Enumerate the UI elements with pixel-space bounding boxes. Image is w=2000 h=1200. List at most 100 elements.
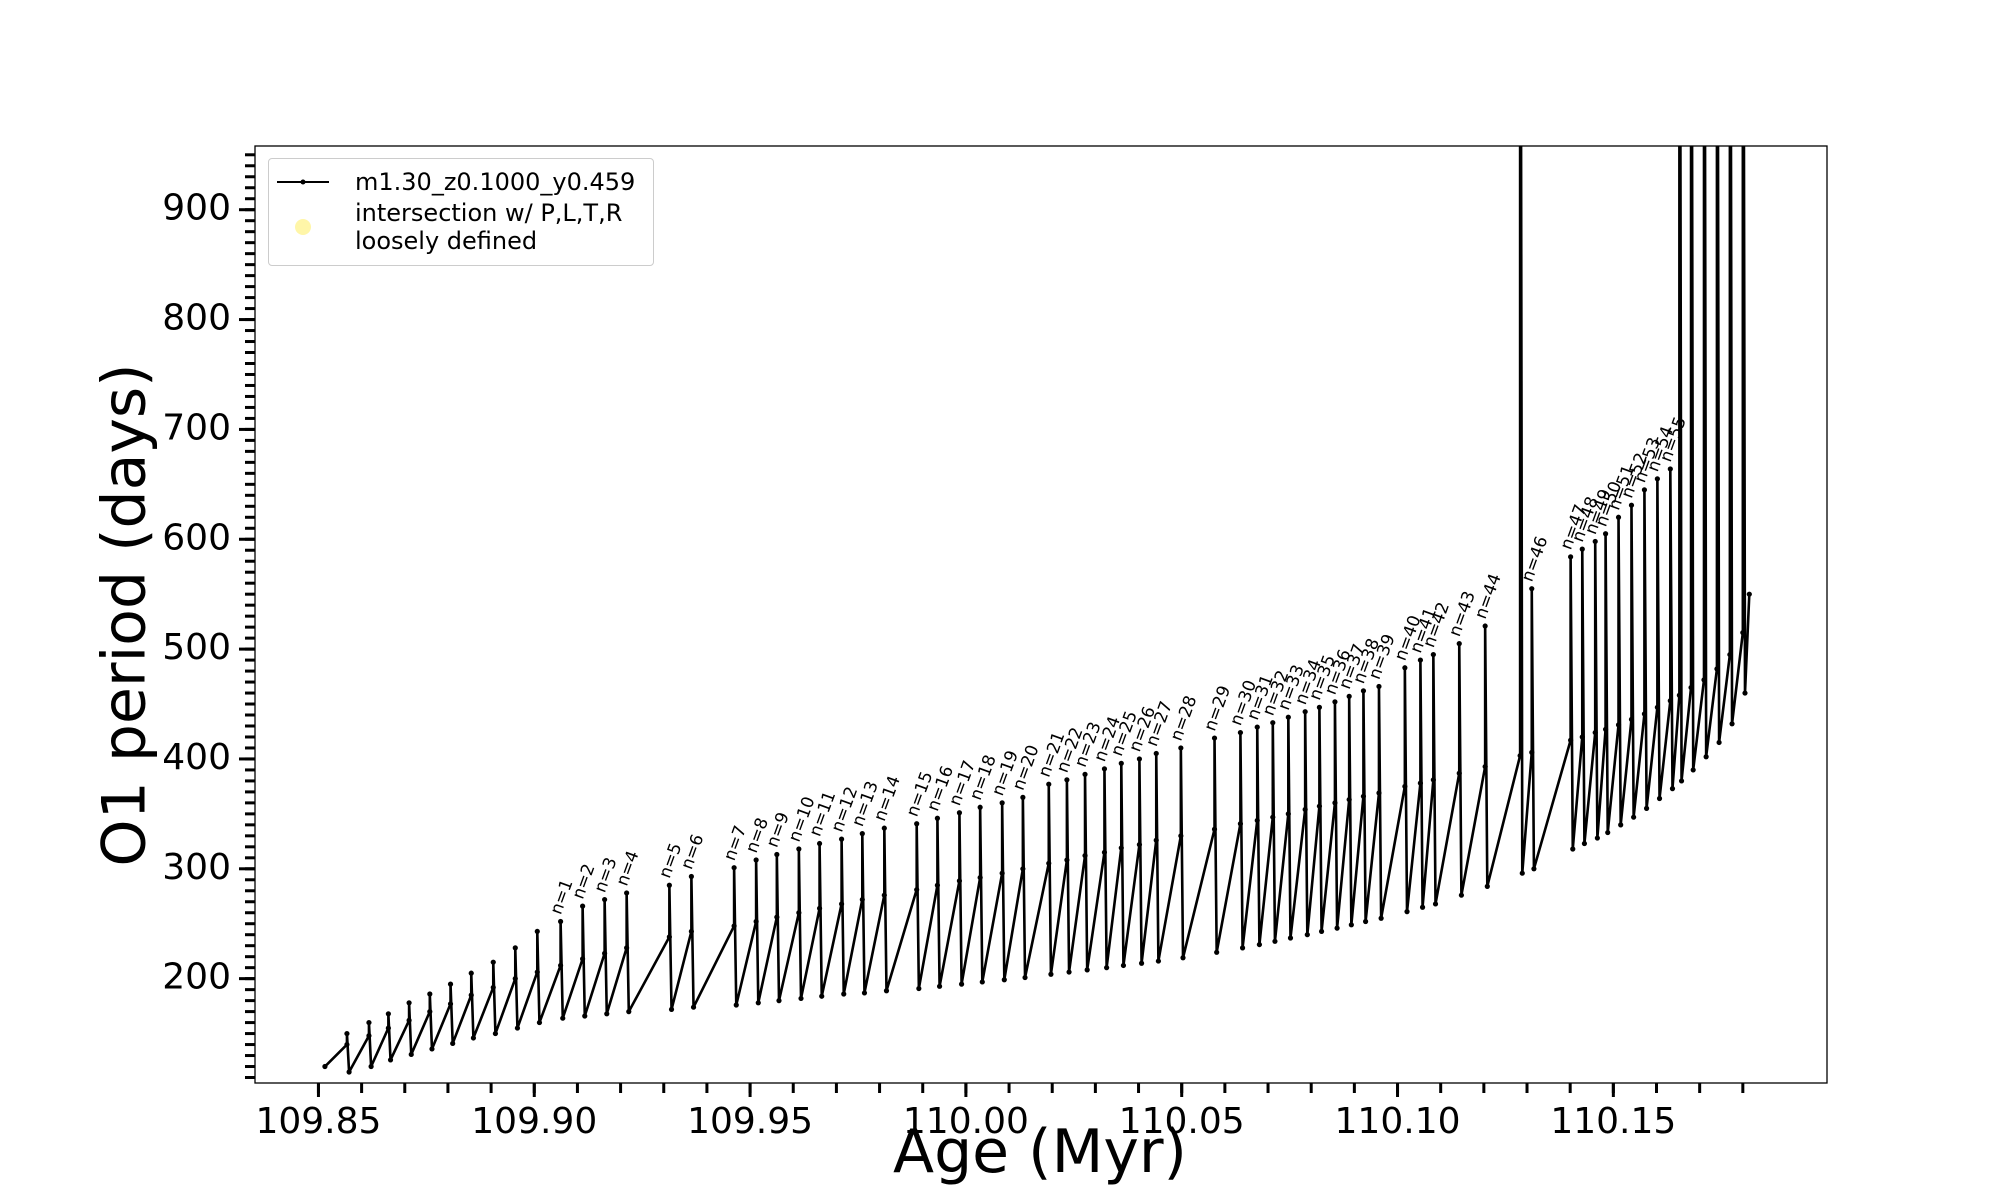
series-point	[1615, 514, 1622, 520]
series-point	[1302, 709, 1308, 715]
series-point	[582, 1013, 588, 1019]
series-point	[1270, 720, 1276, 726]
series-point	[1302, 806, 1308, 813]
series-point	[666, 934, 672, 940]
series-point	[999, 870, 1005, 876]
y-tick-label: 700	[162, 407, 231, 448]
series-point	[1579, 546, 1585, 552]
series-point	[977, 804, 983, 810]
series-point	[1402, 665, 1408, 671]
series-point	[1084, 967, 1090, 973]
x-tick-label: 110.00	[903, 1101, 1029, 1142]
series-point	[1727, 651, 1733, 658]
series-point	[1178, 833, 1184, 839]
series-point	[1020, 794, 1026, 800]
series-point	[958, 981, 965, 987]
series-point	[1316, 704, 1323, 710]
series-point	[1287, 935, 1294, 941]
series-point	[1568, 554, 1574, 560]
series-point	[1360, 793, 1367, 799]
series-point	[753, 857, 759, 863]
series-point	[322, 1063, 328, 1070]
series-point	[1046, 781, 1052, 787]
series-point	[1688, 684, 1694, 691]
series-point	[666, 882, 672, 888]
series-point	[956, 810, 963, 816]
series-point	[1272, 938, 1278, 944]
series-point	[385, 1011, 391, 1017]
series-point	[1082, 853, 1088, 859]
series-point	[1602, 531, 1609, 537]
series-point	[406, 1017, 412, 1023]
series-point	[602, 896, 608, 903]
series-point	[1318, 928, 1325, 935]
series-point	[798, 995, 804, 1002]
series-point	[1618, 822, 1624, 828]
series-point	[1615, 722, 1622, 728]
series-point	[1667, 698, 1673, 704]
series-point	[1484, 883, 1490, 889]
series-point	[1458, 892, 1465, 898]
series-point	[514, 1025, 521, 1031]
series-point	[344, 1041, 350, 1048]
series-point	[1020, 866, 1026, 872]
series-point	[690, 1004, 697, 1010]
series-point	[1729, 721, 1735, 727]
series-point	[977, 874, 983, 881]
series-point	[624, 945, 630, 951]
series-point	[1104, 965, 1110, 971]
series-point	[881, 825, 887, 831]
legend-entry: intersection w/ P,L,T,R loosely defined	[269, 199, 653, 255]
series-point	[979, 979, 985, 985]
series-point	[387, 1057, 394, 1063]
series-point	[1118, 845, 1124, 851]
y-tick-label: 400	[162, 737, 231, 778]
series-point	[774, 914, 780, 920]
series-point	[408, 1051, 414, 1058]
series-point	[624, 890, 630, 896]
series-point	[1346, 796, 1352, 803]
series-point	[914, 821, 920, 827]
series-point	[1180, 955, 1186, 961]
series-point	[883, 988, 890, 994]
series-point	[1237, 821, 1244, 827]
series-point	[859, 896, 865, 903]
annotation: n=6	[677, 832, 708, 873]
legend-label: m1.30_z0.1000_y0.459	[355, 168, 636, 196]
series-point	[1178, 745, 1184, 751]
series-point	[1376, 790, 1382, 796]
series-point	[1256, 941, 1263, 948]
series-point	[1654, 476, 1660, 482]
series-point	[1048, 971, 1054, 977]
series-point	[796, 846, 802, 852]
series-point	[1136, 756, 1143, 762]
series-point	[1402, 783, 1408, 790]
series-point	[1456, 770, 1462, 776]
series-point	[1529, 586, 1535, 592]
series-point	[1742, 690, 1748, 696]
series-point	[1676, 692, 1682, 698]
series-point	[1568, 737, 1574, 743]
series-point	[916, 985, 922, 992]
series-point	[1254, 724, 1260, 730]
series-point	[1417, 657, 1424, 663]
series-point	[1376, 683, 1382, 690]
series-point	[1101, 766, 1108, 772]
series-point	[557, 918, 564, 925]
series-point	[536, 1019, 543, 1026]
series-point	[776, 998, 782, 1004]
y-tick-label: 500	[162, 627, 231, 668]
series-point	[1378, 915, 1384, 921]
series-point	[753, 918, 759, 925]
series-point	[1138, 960, 1145, 966]
series-point	[534, 928, 540, 935]
series-point	[427, 991, 433, 997]
series-point	[1404, 909, 1410, 915]
series-point	[557, 962, 564, 969]
series-point	[819, 993, 825, 999]
series-point	[1136, 842, 1143, 848]
series-point	[1456, 641, 1462, 647]
series-point	[1430, 651, 1436, 658]
series-point	[1348, 922, 1354, 928]
series-point	[881, 892, 887, 898]
